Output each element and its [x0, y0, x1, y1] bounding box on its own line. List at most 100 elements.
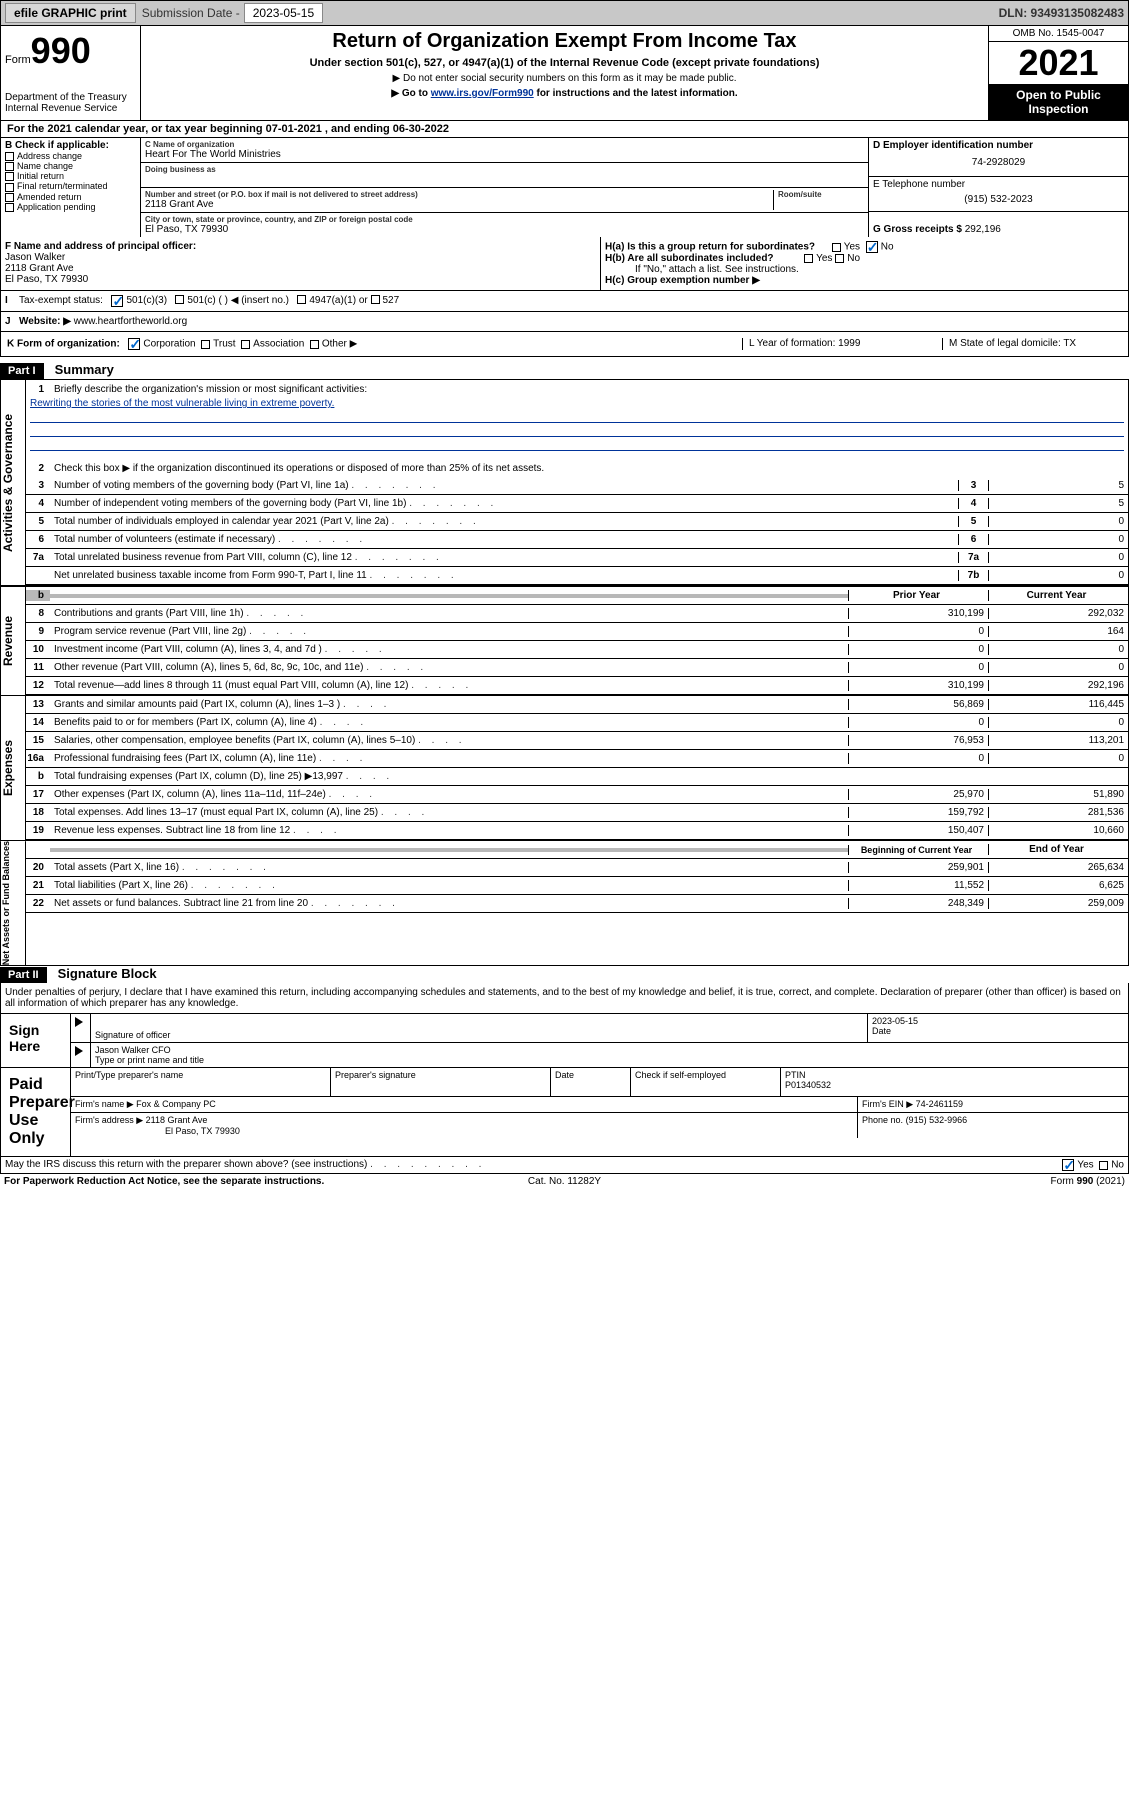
- rev-line: 9Program service revenue (Part VIII, lin…: [26, 623, 1128, 641]
- j-label: J: [5, 316, 19, 327]
- exp-line: 17Other expenses (Part IX, column (A), l…: [26, 786, 1128, 804]
- row-j: J Website: ▶ www.heartfortheworld.org: [0, 312, 1129, 332]
- checkbox-icon[interactable]: [371, 295, 380, 304]
- addr-label: Number and street (or P.O. box if mail i…: [145, 190, 769, 199]
- org-name-row: C Name of organization Heart For The Wor…: [141, 138, 868, 163]
- checkbox-icon[interactable]: [175, 295, 184, 304]
- exp-line: 15Salaries, other compensation, employee…: [26, 732, 1128, 750]
- gross-row: G Gross receipts $ 292,196: [869, 212, 1128, 237]
- note-2: ▶ Go to www.irs.gov/Form990 for instruct…: [145, 88, 984, 99]
- checkbox-checked-icon[interactable]: [111, 295, 123, 307]
- note2-a: ▶ Go to: [391, 88, 430, 99]
- checkbox-icon[interactable]: [241, 340, 250, 349]
- org-name: Heart For The World Ministries: [145, 149, 864, 160]
- checkbox-checked-icon[interactable]: [128, 338, 140, 350]
- form-label: Form: [5, 54, 31, 66]
- addr: 2118 Grant Ave: [145, 199, 769, 210]
- prep-header-row: Print/Type preparer's name Preparer's si…: [71, 1068, 1128, 1097]
- row-i: I Tax-exempt status: 501(c)(3) 501(c) ( …: [0, 291, 1129, 312]
- exp-line: 14Benefits paid to or for members (Part …: [26, 714, 1128, 732]
- gov-line: 7aTotal unrelated business revenue from …: [26, 549, 1128, 567]
- part1-net: Net Assets or Fund Balances Beginning of…: [0, 840, 1129, 966]
- mission-line: [30, 409, 1124, 423]
- exp-line: bTotal fundraising expenses (Part IX, co…: [26, 768, 1128, 786]
- checkbox-icon[interactable]: [832, 243, 841, 252]
- irs-link[interactable]: www.irs.gov/Form990: [431, 88, 534, 99]
- checkbox-icon[interactable]: [804, 254, 813, 263]
- checkbox-checked-icon[interactable]: [866, 241, 878, 253]
- rev-line: 12Total revenue—add lines 8 through 11 (…: [26, 677, 1128, 695]
- efile-button[interactable]: efile GRAPHIC print: [5, 3, 136, 23]
- checkbox-icon[interactable]: [835, 254, 844, 263]
- open-inspection: Open to Public Inspection: [989, 84, 1128, 120]
- note-1: ▶ Do not enter social security numbers o…: [145, 73, 984, 84]
- part1-badge: Part I: [0, 363, 44, 379]
- part1-title: Summary: [55, 362, 114, 377]
- net-body: Beginning of Current Year End of Year 20…: [26, 841, 1128, 965]
- ein: 74-2928029: [873, 151, 1124, 174]
- city: El Paso, TX 79930: [145, 224, 864, 235]
- city-row: City or town, state or province, country…: [141, 213, 868, 237]
- checkbox-icon[interactable]: [5, 193, 14, 202]
- checkbox-icon[interactable]: [5, 162, 14, 171]
- f-addr2: El Paso, TX 79930: [5, 274, 596, 285]
- exp-body: 13Grants and similar amounts paid (Part …: [26, 696, 1128, 840]
- checkbox-icon[interactable]: [1099, 1161, 1108, 1170]
- exp-line: 13Grants and similar amounts paid (Part …: [26, 696, 1128, 714]
- i-text: Tax-exempt status:: [19, 295, 103, 307]
- dba-label: Doing business as: [145, 165, 864, 174]
- gov-body: 1 Briefly describe the organization's mi…: [26, 380, 1128, 585]
- sig-officer-row: Signature of officer 2023-05-15Date: [71, 1014, 1128, 1043]
- submission-date: 2023-05-15: [244, 3, 323, 23]
- hb-row: H(b) Are all subordinates included? Yes …: [605, 253, 1124, 264]
- gov-line: 4Number of independent voting members of…: [26, 495, 1128, 513]
- col-b: B Check if applicable: Address change Na…: [1, 138, 141, 237]
- checkbox-icon[interactable]: [5, 203, 14, 212]
- gross: 292,196: [965, 224, 1001, 235]
- triangle-icon: [75, 1017, 83, 1027]
- hc-row: H(c) Group exemption number ▶: [605, 275, 1124, 286]
- form-subtitle: Under section 501(c), 527, or 4947(a)(1)…: [145, 57, 984, 69]
- checkbox-icon[interactable]: [5, 183, 14, 192]
- cb-name: Name change: [5, 161, 136, 171]
- line-1: 1 Briefly describe the organization's mi…: [26, 380, 1128, 398]
- checkbox-icon[interactable]: [5, 172, 14, 181]
- checkbox-icon[interactable]: [297, 295, 306, 304]
- part2-badge: Part II: [0, 967, 47, 983]
- f-addr1: 2118 Grant Ave: [5, 263, 596, 274]
- row-fgh: F Name and address of principal officer:…: [0, 237, 1129, 291]
- cb-address: Address change: [5, 151, 136, 161]
- col-h: H(a) Is this a group return for subordin…: [601, 237, 1128, 290]
- firm-name-row: Firm's name ▶ Fox & Company PC Firm's EI…: [71, 1097, 1128, 1113]
- header-right: OMB No. 1545-0047 2021 Open to Public In…: [988, 26, 1128, 120]
- addr-row: Number and street (or P.O. box if mail i…: [141, 188, 868, 213]
- cb-initial: Initial return: [5, 171, 136, 181]
- begin-year-header: Beginning of Current Year: [848, 845, 988, 855]
- checkbox-icon[interactable]: [201, 340, 210, 349]
- header-left: Form990 Department of the Treasury Inter…: [1, 26, 141, 120]
- form-number: 990: [31, 30, 91, 71]
- submission-label: Submission Date -: [142, 6, 240, 20]
- mission-line: [30, 423, 1124, 437]
- side-expenses: Expenses: [0, 696, 26, 840]
- side-revenue: Revenue: [0, 587, 26, 695]
- checkbox-checked-icon[interactable]: [1062, 1159, 1074, 1171]
- firm-addr-row: Firm's address ▶ 2118 Grant AveEl Paso, …: [71, 1113, 1128, 1138]
- section-bcd: B Check if applicable: Address change Na…: [0, 138, 1129, 237]
- dept-label: Department of the Treasury Internal Reve…: [5, 92, 136, 114]
- checkbox-icon[interactable]: [310, 340, 319, 349]
- cb-final: Final return/terminated: [5, 181, 136, 191]
- form-header: Form990 Department of the Treasury Inter…: [0, 26, 1129, 121]
- website: www.heartfortheworld.org: [74, 316, 187, 327]
- tel-label: E Telephone number: [873, 179, 1124, 190]
- tax-year: 2021: [989, 42, 1128, 84]
- rev-line: 10Investment income (Part VIII, column (…: [26, 641, 1128, 659]
- prior-year-header: Prior Year: [848, 590, 988, 601]
- end-year-header: End of Year: [988, 844, 1128, 855]
- header-mid: Return of Organization Exempt From Incom…: [141, 26, 988, 120]
- col-f: F Name and address of principal officer:…: [1, 237, 601, 290]
- checkbox-icon[interactable]: [5, 152, 14, 161]
- gov-line: Net unrelated business taxable income fr…: [26, 567, 1128, 585]
- dln-label: DLN: 93493135082483: [999, 6, 1124, 20]
- part1-rev: Revenue b Prior Year Current Year 8Contr…: [0, 586, 1129, 695]
